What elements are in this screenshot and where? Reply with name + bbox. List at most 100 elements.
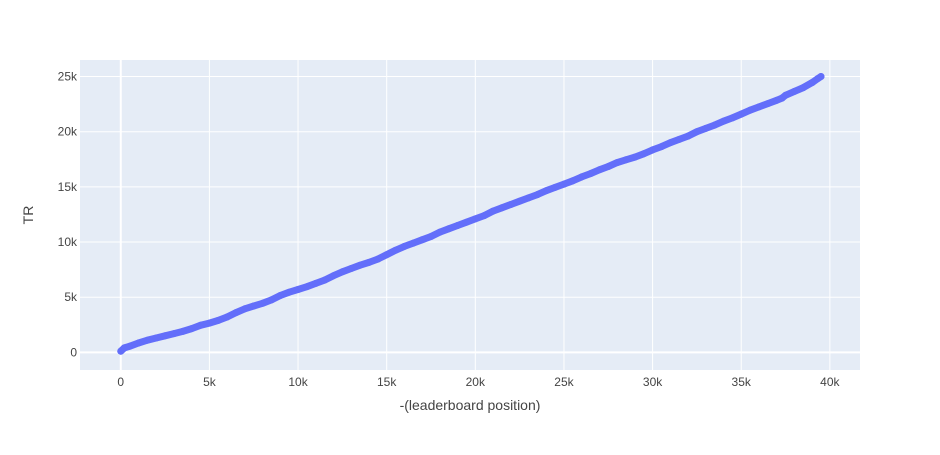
data-point: [330, 272, 337, 280]
data-point: [799, 84, 807, 92]
data-point: [241, 305, 249, 313]
data-point: [720, 117, 727, 125]
data-point: [737, 110, 745, 118]
plot-area: [80, 60, 860, 370]
data-point: [409, 239, 417, 247]
x-axis-title: -(leaderboard position): [400, 397, 541, 413]
data-point: [214, 316, 222, 324]
data-point: [259, 299, 267, 307]
y-axis-ticks: 0 5k 10k 15k 20k 25k: [58, 70, 78, 360]
x-tick-label: 20k: [466, 375, 486, 389]
data-point: [338, 268, 346, 276]
x-tick-label: 15k: [377, 375, 397, 389]
data-point: [702, 124, 710, 132]
x-tick-label: 30k: [643, 375, 663, 389]
data-point: [303, 283, 311, 291]
x-tick-label: 5k: [203, 375, 217, 389]
data-point: [622, 156, 630, 164]
data-point: [152, 334, 160, 342]
data-point: [365, 258, 373, 266]
data-point: [711, 121, 719, 129]
data-point: [551, 183, 559, 191]
data-point: [347, 265, 355, 272]
data-point: [489, 207, 497, 215]
data-point: [250, 302, 258, 310]
data-point: [427, 233, 435, 240]
data-point: [507, 201, 515, 208]
y-tick-label: 25k: [58, 70, 78, 84]
data-point: [445, 225, 453, 233]
data-point: [649, 146, 657, 154]
data-point: [418, 236, 426, 244]
data-point: [569, 177, 577, 185]
data-point: [817, 73, 825, 80]
data-point: [312, 279, 320, 287]
y-tick-label: 5k: [64, 290, 78, 304]
data-point: [587, 170, 594, 178]
data-point: [498, 204, 506, 212]
data-point: [205, 319, 213, 327]
data-point: [755, 103, 763, 111]
data-point: [746, 106, 754, 114]
x-axis-ticks: 0 5k 10k 15k 20k 25k 30k 35k 40k: [117, 375, 840, 389]
data-point: [773, 96, 781, 104]
data-point: [604, 163, 612, 170]
data-point: [578, 173, 586, 181]
data-point: [675, 135, 683, 143]
data-point: [135, 339, 142, 347]
data-point: [684, 132, 692, 140]
data-point: [126, 342, 134, 350]
data-point: [120, 344, 128, 352]
data-point: [782, 91, 789, 99]
data-point: [480, 212, 488, 220]
data-point: [276, 292, 284, 299]
data-point: [613, 159, 621, 167]
data-point: [666, 139, 674, 147]
data-point: [400, 242, 408, 250]
data-point: [294, 286, 302, 293]
data-point: [143, 336, 151, 344]
data-point: [285, 288, 293, 296]
data-point: [223, 313, 231, 321]
data-point: [764, 100, 772, 108]
x-tick-label: 35k: [732, 375, 752, 389]
y-tick-label: 0: [70, 345, 77, 359]
data-point: [693, 128, 701, 136]
x-tick-label: 40k: [820, 375, 840, 389]
x-tick-label: 10k: [288, 375, 308, 389]
data-point: [808, 79, 816, 87]
data-point: [170, 330, 178, 338]
data-point: [790, 87, 798, 95]
data-point: [728, 114, 736, 122]
y-tick-label: 20k: [58, 125, 78, 139]
y-tick-label: 10k: [58, 235, 78, 249]
data-point: [179, 327, 187, 335]
data-point: [631, 153, 639, 161]
data-point: [463, 218, 470, 226]
data-point: [383, 251, 391, 259]
x-tick-label: 25k: [554, 375, 574, 389]
data-point: [321, 276, 329, 284]
data-point: [374, 255, 382, 263]
y-axis-title: TR: [20, 206, 36, 225]
data-point: [392, 246, 399, 254]
series-layer: [117, 73, 825, 355]
data-point: [268, 296, 275, 304]
data-point: [658, 143, 665, 151]
data-point: [197, 321, 204, 329]
data-point: [356, 261, 364, 269]
data-point: [232, 309, 240, 317]
data-point: [454, 222, 462, 229]
data-point: [436, 228, 444, 236]
y-tick-label: 15k: [58, 180, 78, 194]
data-point: [471, 215, 479, 223]
x-tick-label: 0: [117, 375, 124, 389]
data-point: [542, 187, 550, 195]
data-point: [188, 325, 196, 333]
data-point: [560, 180, 568, 188]
data-point: [525, 194, 532, 202]
data-point: [161, 332, 169, 340]
data-point: [640, 150, 648, 158]
